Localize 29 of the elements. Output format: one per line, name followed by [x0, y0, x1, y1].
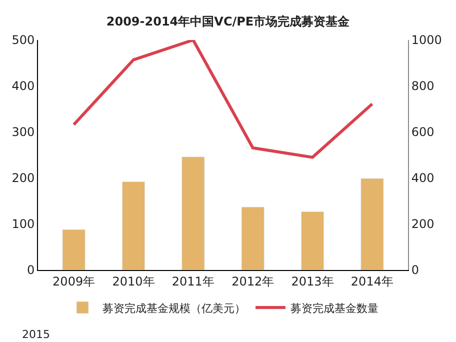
- bar: [182, 156, 205, 270]
- y-tick-label: 100: [12, 217, 35, 232]
- y-tick-label: 0: [26, 263, 35, 278]
- bar: [62, 229, 86, 270]
- bar: [122, 181, 146, 270]
- y-tick-label: 300: [12, 125, 35, 140]
- y2-tick-label: 1000: [411, 33, 442, 48]
- y-tick-label: 500: [12, 33, 35, 48]
- chart-title: 2009-2014年中国VC/PE市场完成募资基金: [106, 14, 351, 28]
- x-tick-label: 2014年: [350, 274, 394, 288]
- x-tick-label: 2010年: [112, 274, 155, 288]
- bar: [360, 178, 384, 270]
- line-series: [72, 40, 374, 159]
- y-tick-label: 400: [12, 79, 35, 94]
- x-tick-label: 2012年: [232, 274, 274, 288]
- y2-tick-label: 800: [411, 79, 434, 94]
- bar: [300, 211, 324, 270]
- y2-tick-label: 0: [411, 263, 420, 278]
- y-tick-label: 200: [12, 171, 35, 186]
- x-tick-label: 2011年: [172, 274, 214, 288]
- legend-label: 募资完成基金规模（亿美元）: [102, 302, 246, 315]
- legend-label: 募资完成基金数量: [290, 302, 378, 315]
- y2-tick-label: 200: [411, 217, 434, 232]
- x-tick-label: 2009年: [52, 274, 96, 288]
- x-tick-label: 2013年: [291, 274, 334, 288]
- bar: [241, 206, 264, 270]
- y2-tick-label: 600: [411, 125, 434, 140]
- text: 2015: [22, 328, 50, 341]
- y2-tick-label: 400: [411, 171, 434, 186]
